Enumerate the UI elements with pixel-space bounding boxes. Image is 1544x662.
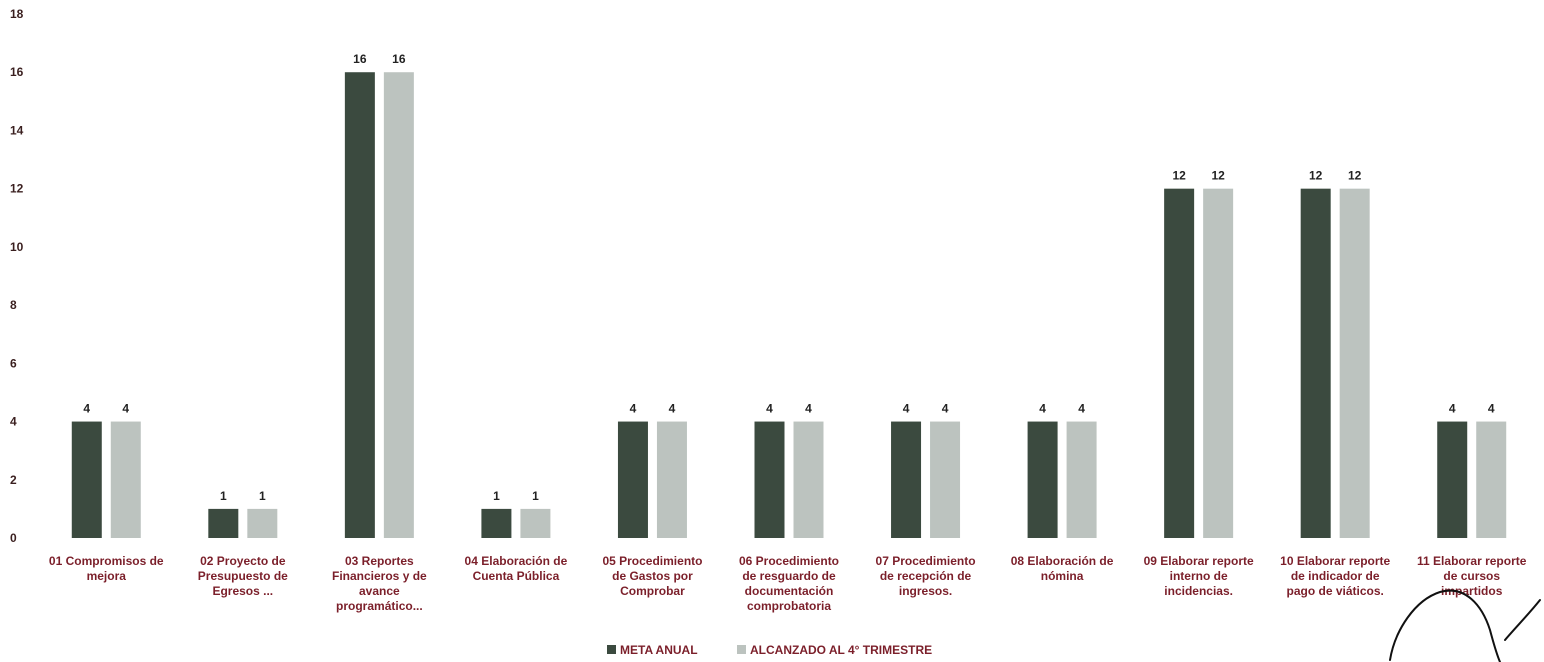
category-label: impartidos [1441,584,1503,598]
y-tick-label: 10 [10,240,24,254]
bar-alcanzado-11 [1476,421,1507,538]
y-tick-label: 18 [10,7,24,21]
bar-meta-anual-6 [754,421,785,538]
category-label: de Gastos por [612,569,693,583]
data-label: 4 [669,402,676,416]
category-label: de cursos [1443,569,1500,583]
legend-label-meta-anual: META ANUAL [620,643,698,657]
bar-meta-anual-11 [1437,421,1468,538]
category-label: ingresos. [899,584,952,598]
data-label: 4 [1488,402,1495,416]
data-label: 12 [1211,169,1225,183]
data-label: 12 [1348,169,1362,183]
bar-meta-anual-1 [71,421,102,538]
category-label: de resguardo de [742,569,836,583]
data-label: 4 [766,402,773,416]
bar-meta-anual-8 [1027,421,1058,538]
category-label: Comprobar [620,584,685,598]
bar-meta-anual-5 [617,421,648,538]
data-label: 4 [630,402,637,416]
bars [71,72,1507,538]
y-tick-label: 14 [10,123,24,137]
bar-meta-anual-2 [208,508,239,538]
category-label: 04 Elaboración de [465,554,568,568]
category-label: 08 Elaboración de [1011,554,1114,568]
data-label: 12 [1309,169,1323,183]
category-label: programático... [336,599,423,613]
data-label: 4 [1449,402,1456,416]
category-label: comprobatoria [747,599,831,613]
category-label: Presupuesto de [198,569,288,583]
bar-meta-anual-4 [481,508,512,538]
y-tick-label: 16 [10,65,24,79]
data-label: 1 [259,489,266,503]
data-label: 4 [805,402,812,416]
data-label: 16 [392,52,406,66]
category-label: Financieros y de [332,569,427,583]
y-tick-label: 4 [10,415,17,429]
bar-alcanzado-10 [1339,188,1370,538]
category-label: 11 Elaborar reporte [1417,554,1527,568]
y-tick-label: 0 [10,531,17,545]
category-label: 06 Procedimiento [739,554,839,568]
bar-meta-anual-9 [1164,188,1195,538]
category-label: incidencias. [1164,584,1233,598]
category-label: nómina [1041,569,1084,583]
category-label: 10 Elaborar reporte [1280,554,1390,568]
category-label: 03 Reportes [345,554,414,568]
y-axis-ticks: 0 2 4 6 8 10 12 14 16 18 [10,7,24,545]
category-label: Cuenta Pública [473,569,560,583]
data-label: 4 [942,402,949,416]
bar-alcanzado-6 [793,421,824,538]
category-label: de indicador de [1291,569,1380,583]
y-tick-label: 8 [10,298,17,312]
bar-alcanzado-7 [930,421,961,538]
category-label: interno de [1170,569,1228,583]
data-label: 4 [1039,402,1046,416]
category-label: avance [359,584,400,598]
data-label: 1 [220,489,227,503]
bar-alcanzado-8 [1066,421,1097,538]
y-tick-label: 2 [10,473,17,487]
bar-meta-anual-3 [344,72,375,538]
category-label: 05 Procedimiento [602,554,702,568]
bar-alcanzado-9 [1203,188,1234,538]
legend: META ANUAL ALCANZADO AL 4° TRIMESTRE [607,643,932,657]
data-label: 4 [903,402,910,416]
bar-alcanzado-4 [520,508,551,538]
legend-swatch-alcanzado [737,645,746,654]
category-label: 09 Elaborar reporte [1144,554,1254,568]
data-label: 4 [83,402,90,416]
category-label: 07 Procedimiento [876,554,976,568]
legend-label-alcanzado: ALCANZADO AL 4° TRIMESTRE [750,643,932,657]
data-label: 16 [353,52,367,66]
y-tick-label: 6 [10,356,17,370]
data-label: 4 [122,402,129,416]
data-label: 4 [1078,402,1085,416]
category-label: 02 Proyecto de [200,554,286,568]
bar-alcanzado-2 [247,508,278,538]
category-label: mejora [87,569,127,583]
bar-meta-anual-10 [1300,188,1331,538]
bar-alcanzado-3 [383,72,414,538]
signature-mark [1389,589,1541,662]
data-label: 1 [493,489,500,503]
data-labels: 4 4 1 1 16 16 1 1 4 4 4 4 4 4 4 4 12 12 12 12 4 4 [83,52,1494,503]
category-label: Egresos ... [212,584,273,598]
bar-alcanzado-1 [110,421,141,538]
category-label: documentación [745,584,834,598]
bar-meta-anual-7 [891,421,922,538]
data-label: 1 [532,489,539,503]
bar-alcanzado-5 [656,421,687,538]
data-label: 12 [1172,169,1186,183]
y-tick-label: 12 [10,182,24,196]
category-label: pago de viáticos. [1287,584,1384,598]
category-label: de recepción de [880,569,972,583]
category-label: 01 Compromisos de [49,554,164,568]
legend-swatch-meta-anual [607,645,616,654]
